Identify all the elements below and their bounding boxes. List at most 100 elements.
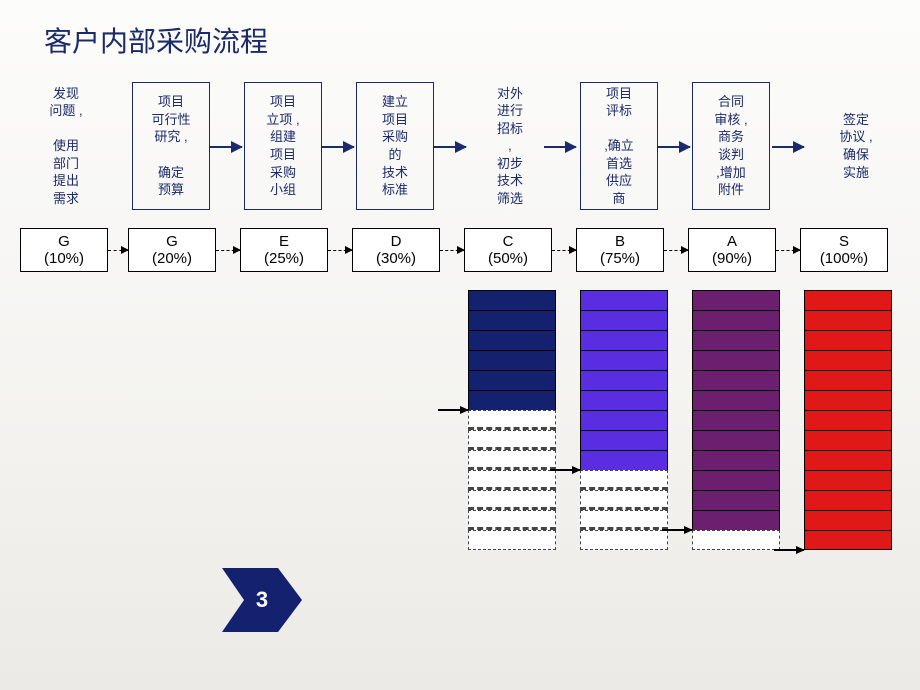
dash-arrow bbox=[440, 250, 464, 251]
bar-seg-empty bbox=[468, 470, 556, 490]
bar-seg-filled bbox=[580, 430, 668, 450]
stage-label: A(90%) bbox=[688, 228, 776, 272]
bar-seg-filled bbox=[692, 310, 780, 330]
bar-column bbox=[804, 290, 892, 550]
stage-label: D(30%) bbox=[352, 228, 440, 272]
bar-seg-filled bbox=[580, 290, 668, 310]
dash-arrow bbox=[216, 250, 240, 251]
bar-seg-filled bbox=[468, 290, 556, 310]
bar-seg-filled bbox=[468, 390, 556, 410]
bar-column bbox=[692, 290, 780, 550]
dash-arrow bbox=[664, 250, 688, 251]
bar-column bbox=[468, 290, 556, 550]
stage-label: B(75%) bbox=[576, 228, 664, 272]
bar-seg-filled bbox=[804, 370, 892, 390]
bar-seg-filled bbox=[580, 410, 668, 430]
bar-seg-filled bbox=[692, 510, 780, 530]
bar-seg-filled bbox=[580, 310, 668, 330]
stage-pct: (100%) bbox=[801, 250, 887, 267]
stage-description: 合同 审核 , 商务 谈判 ,增加 附件 bbox=[692, 82, 770, 210]
solid-arrow bbox=[772, 146, 804, 148]
bar-pointer bbox=[550, 469, 580, 471]
stage-description: 签定 协议 , 确保 实施 bbox=[826, 82, 886, 210]
bar-seg-empty bbox=[580, 490, 668, 510]
bar-seg-empty bbox=[468, 490, 556, 510]
stage-code: G bbox=[129, 233, 215, 250]
stage-code: B bbox=[577, 233, 663, 250]
bar-seg-empty bbox=[580, 510, 668, 530]
bar-seg-filled bbox=[804, 290, 892, 310]
stage-description: 对外 进行 招标 , 初步 技术 筛选 bbox=[480, 82, 540, 210]
stage-label: S(100%) bbox=[800, 228, 888, 272]
stage-code: C bbox=[465, 233, 551, 250]
bar-seg-empty bbox=[580, 530, 668, 550]
stage-pct: (75%) bbox=[577, 250, 663, 267]
bar-pointer bbox=[662, 529, 692, 531]
dash-arrow bbox=[776, 250, 800, 251]
stage-pct: (50%) bbox=[465, 250, 551, 267]
bar-seg-filled bbox=[580, 350, 668, 370]
bar-seg-filled bbox=[692, 290, 780, 310]
dash-arrow bbox=[108, 250, 128, 251]
bar-seg-filled bbox=[804, 510, 892, 530]
bar-seg-filled bbox=[692, 450, 780, 470]
stage-label: C(50%) bbox=[464, 228, 552, 272]
bar-seg-filled bbox=[804, 330, 892, 350]
stage-pct: (90%) bbox=[689, 250, 775, 267]
stage-code: D bbox=[353, 233, 439, 250]
dash-arrow bbox=[328, 250, 352, 251]
bar-seg-empty bbox=[580, 470, 668, 490]
stage-description: 项目 立项 , 组建 项目 采购 小组 bbox=[244, 82, 322, 210]
bar-seg-filled bbox=[692, 410, 780, 430]
stage-label: G(20%) bbox=[128, 228, 216, 272]
chevron-badge: 3 bbox=[222, 568, 302, 632]
stage-pct: (25%) bbox=[241, 250, 327, 267]
bar-seg-filled bbox=[692, 430, 780, 450]
stage-description: 发现 问题 , 使用 部门 提出 需求 bbox=[36, 82, 96, 210]
bar-seg-filled bbox=[692, 470, 780, 490]
stage-code: A bbox=[689, 233, 775, 250]
bar-seg-filled bbox=[468, 370, 556, 390]
stage-description: 项目 可行性 研究 , 确定 预算 bbox=[132, 82, 210, 210]
solid-arrow bbox=[658, 146, 690, 148]
solid-arrow bbox=[210, 146, 242, 148]
bar-pointer bbox=[438, 409, 468, 411]
bar-seg-filled bbox=[468, 350, 556, 370]
bar-seg-filled bbox=[804, 390, 892, 410]
bar-seg-filled bbox=[692, 390, 780, 410]
bar-seg-filled bbox=[580, 330, 668, 350]
bar-seg-filled bbox=[804, 410, 892, 430]
page-title: 客户内部采购流程 bbox=[44, 20, 268, 60]
bar-seg-filled bbox=[692, 330, 780, 350]
bar-seg-filled bbox=[692, 490, 780, 510]
bar-seg-empty bbox=[468, 530, 556, 550]
bar-seg-filled bbox=[804, 530, 892, 550]
solid-arrow bbox=[434, 146, 466, 148]
bar-seg-filled bbox=[804, 470, 892, 490]
solid-arrow bbox=[322, 146, 354, 148]
bar-seg-empty bbox=[468, 430, 556, 450]
bar-seg-filled bbox=[804, 310, 892, 330]
stage-description: 建立 项目 采购 的 技术 标准 bbox=[356, 82, 434, 210]
bar-seg-empty bbox=[468, 450, 556, 470]
bar-seg-filled bbox=[804, 450, 892, 470]
bar-seg-filled bbox=[692, 350, 780, 370]
bar-seg-filled bbox=[692, 370, 780, 390]
bar-seg-filled bbox=[580, 370, 668, 390]
stage-label: G(10%) bbox=[20, 228, 108, 272]
bar-seg-filled bbox=[804, 490, 892, 510]
chevron-label: 3 bbox=[256, 587, 268, 613]
bar-seg-empty bbox=[468, 510, 556, 530]
solid-arrow bbox=[544, 146, 576, 148]
stage-description: 项目 评标 ,确立 首选 供应 商 bbox=[580, 82, 658, 210]
stage-label: E(25%) bbox=[240, 228, 328, 272]
stage-code: S bbox=[801, 233, 887, 250]
bar-seg-empty bbox=[468, 410, 556, 430]
bar-column bbox=[580, 290, 668, 550]
stage-pct: (10%) bbox=[21, 250, 107, 267]
bar-seg-filled bbox=[468, 330, 556, 350]
stage-pct: (20%) bbox=[129, 250, 215, 267]
bar-seg-filled bbox=[580, 390, 668, 410]
bar-pointer bbox=[774, 549, 804, 551]
bar-seg-filled bbox=[580, 450, 668, 470]
